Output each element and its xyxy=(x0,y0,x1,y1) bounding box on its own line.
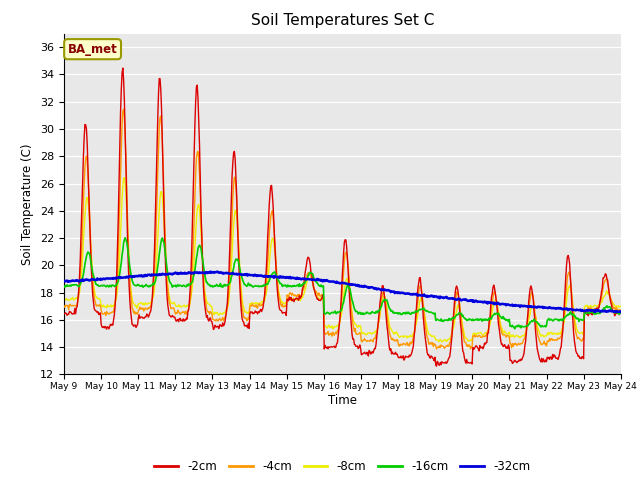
X-axis label: Time: Time xyxy=(328,394,357,407)
Legend: -2cm, -4cm, -8cm, -16cm, -32cm: -2cm, -4cm, -8cm, -16cm, -32cm xyxy=(150,455,535,478)
Title: Soil Temperatures Set C: Soil Temperatures Set C xyxy=(251,13,434,28)
Y-axis label: Soil Temperature (C): Soil Temperature (C) xyxy=(22,143,35,265)
Text: BA_met: BA_met xyxy=(68,43,118,56)
